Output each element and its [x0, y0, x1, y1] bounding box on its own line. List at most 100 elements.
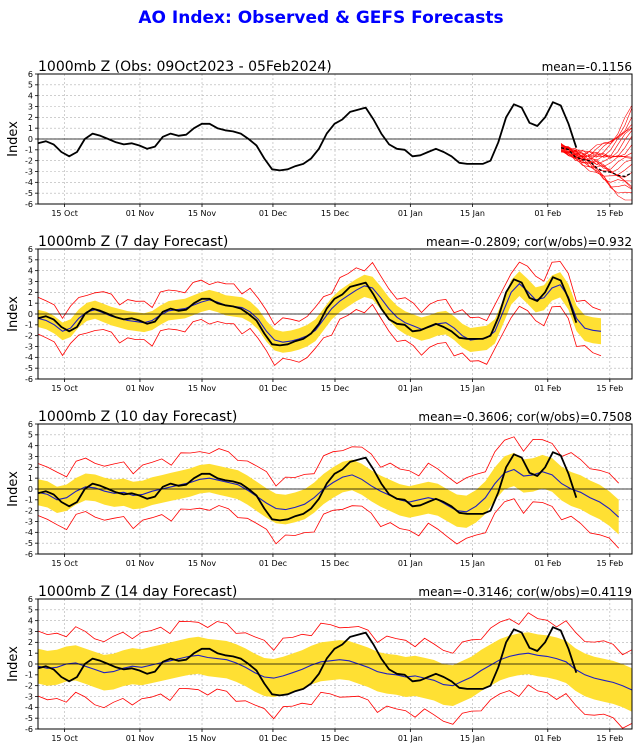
y-tick-label: 5 — [28, 81, 33, 90]
y-axis-label: Index — [6, 296, 21, 332]
y-tick-label: -3 — [25, 167, 33, 176]
x-tick-label: 01 Dec — [259, 209, 287, 218]
observed-line — [37, 276, 578, 347]
spread-band — [38, 632, 632, 712]
y-tick-label: 1 — [28, 474, 33, 483]
y-tick-label: -5 — [25, 364, 33, 373]
panel-title: 1000mb Z (14 day Forecast) — [38, 584, 237, 600]
ensemble-member-line — [560, 128, 633, 158]
x-tick-label: 15 Oct — [51, 384, 78, 393]
y-tick-label: -2 — [25, 331, 33, 340]
observed-line — [37, 626, 578, 697]
panel-stats: mean=-0.2809; cor(w/obs)=0.932 — [426, 235, 632, 249]
plot-frame — [37, 598, 633, 730]
y-tick-label: -3 — [25, 692, 33, 701]
y-tick-label: 4 — [28, 441, 33, 450]
x-tick-label: 15 Dec — [321, 559, 349, 568]
y-tick-label: 4 — [28, 91, 33, 100]
y-tick-label: 0 — [28, 660, 33, 669]
y-tick-label: 2 — [28, 113, 33, 122]
x-tick-label: 01 Feb — [534, 734, 561, 743]
ensemble-max-line — [37, 436, 619, 487]
x-tick-label: 01 Nov — [126, 209, 155, 218]
ensemble-min-line — [37, 684, 633, 729]
y-axis-label: Index — [6, 646, 21, 682]
x-tick-label: 01 Dec — [259, 734, 287, 743]
x-tick-label: 01 Jan — [398, 209, 423, 218]
ensemble-min-line — [37, 498, 619, 549]
chart-panel-3: 1000mb Z (10 day Forecast) mean=-0.3606; … — [6, 409, 633, 568]
y-tick-label: 1 — [28, 299, 33, 308]
x-tick-label: 01 Nov — [126, 384, 155, 393]
y-tick-label: -6 — [25, 200, 33, 209]
forecast-mean-line — [37, 282, 602, 343]
y-tick-label: -2 — [25, 681, 33, 690]
x-tick-label: 01 Nov — [126, 559, 155, 568]
y-tick-label: 3 — [28, 452, 33, 461]
x-tick-label: 01 Dec — [259, 384, 287, 393]
ensemble-min-line — [37, 303, 602, 367]
ensemble-mean-line — [560, 147, 633, 178]
x-tick-label: 15 Nov — [188, 734, 217, 743]
y-tick-label: -5 — [25, 714, 33, 723]
ensemble-member-line — [560, 146, 633, 189]
plot-frame — [37, 73, 633, 205]
panel-stats: mean=-0.1156 — [542, 60, 632, 74]
x-tick-label: 01 Jan — [398, 559, 423, 568]
forecast-mean-line — [37, 468, 620, 518]
y-tick-label: 0 — [28, 485, 33, 494]
panel-title: 1000mb Z (7 day Forecast) — [38, 234, 228, 250]
plot-frame — [37, 248, 633, 380]
ensemble-member-line — [561, 107, 633, 158]
main-title: AO Index: Observed & GEFS Forecasts — [138, 8, 504, 28]
y-tick-label: -4 — [25, 528, 33, 537]
y-tick-label: 6 — [28, 420, 33, 429]
ensemble-max-line — [37, 261, 602, 326]
y-tick-label: -1 — [25, 496, 33, 505]
x-tick-label: 15 Feb — [596, 734, 623, 743]
x-tick-label: 01 Feb — [534, 559, 561, 568]
x-tick-label: 15 Oct — [51, 559, 78, 568]
x-tick-label: 15 Dec — [321, 209, 349, 218]
y-tick-label: -2 — [25, 156, 33, 165]
x-tick-label: 15 Nov — [188, 209, 217, 218]
y-tick-label: -2 — [25, 506, 33, 515]
y-tick-label: 2 — [28, 463, 33, 472]
y-tick-label: 2 — [28, 288, 33, 297]
y-tick-label: 6 — [28, 245, 33, 254]
y-tick-label: -1 — [25, 321, 33, 330]
x-tick-label: 15 Nov — [188, 559, 217, 568]
chart-panel-1: 1000mb Z (Obs: 09Oct2023 - 05Feb2024) mea… — [6, 59, 633, 218]
y-tick-label: 4 — [28, 616, 33, 625]
y-tick-label: 2 — [28, 638, 33, 647]
x-tick-label: 15 Oct — [51, 734, 78, 743]
y-axis-label: Index — [6, 471, 21, 507]
y-tick-label: -3 — [25, 517, 33, 526]
panel-title: 1000mb Z (Obs: 09Oct2023 - 05Feb2024) — [38, 59, 332, 75]
y-tick-label: 3 — [28, 102, 33, 111]
x-tick-label: 15 Oct — [51, 209, 78, 218]
y-tick-label: -4 — [25, 703, 33, 712]
x-tick-label: 15 Jan — [460, 209, 485, 218]
ensemble-member-line — [560, 127, 633, 157]
x-tick-label: 01 Feb — [534, 384, 561, 393]
y-tick-label: 5 — [28, 431, 33, 440]
y-axis-label: Index — [6, 121, 21, 157]
ensemble-member-line — [560, 105, 633, 158]
x-tick-label: 15 Feb — [596, 209, 623, 218]
x-tick-label: 15 Dec — [321, 734, 349, 743]
x-tick-label: 01 Jan — [398, 734, 423, 743]
y-tick-label: -6 — [25, 550, 33, 559]
ensemble-max-line — [37, 612, 633, 656]
observed-line — [37, 101, 578, 172]
x-tick-label: 15 Jan — [460, 559, 485, 568]
y-tick-label: -3 — [25, 342, 33, 351]
y-tick-label: 0 — [28, 135, 33, 144]
y-tick-label: 5 — [28, 606, 33, 615]
x-tick-label: 01 Dec — [259, 559, 287, 568]
y-tick-label: 1 — [28, 649, 33, 658]
plot-frame — [37, 423, 633, 555]
y-tick-label: 5 — [28, 256, 33, 265]
x-tick-label: 15 Feb — [596, 559, 623, 568]
